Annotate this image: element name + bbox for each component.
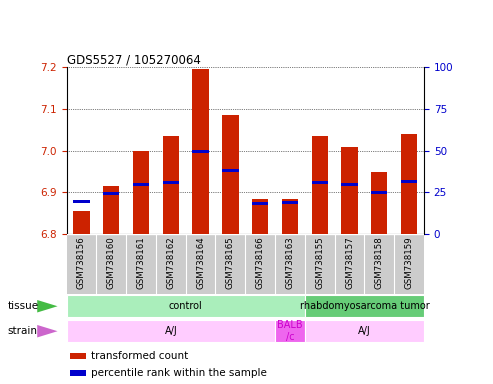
Text: tissue: tissue (7, 301, 38, 311)
Text: rhabdomyosarcoma tumor: rhabdomyosarcoma tumor (300, 301, 429, 311)
Bar (371, 191, 387, 194)
Bar (252, 199, 268, 234)
Bar (163, 181, 179, 184)
Text: GSM738155: GSM738155 (315, 236, 324, 289)
Text: GSM738166: GSM738166 (256, 236, 265, 289)
Bar (341, 147, 358, 234)
Text: GSM738158: GSM738158 (375, 236, 384, 289)
Bar (252, 202, 268, 205)
Bar (312, 136, 328, 234)
Bar (133, 183, 149, 186)
Bar (67, 320, 275, 343)
Bar (282, 201, 298, 204)
Text: GSM738160: GSM738160 (106, 236, 116, 289)
Text: transformed count: transformed count (91, 351, 188, 361)
Bar (133, 151, 149, 234)
Text: strain: strain (7, 326, 37, 336)
Text: GSM738163: GSM738163 (285, 236, 294, 289)
Text: A/J: A/J (358, 326, 371, 336)
Text: GSM738159: GSM738159 (405, 236, 414, 289)
Polygon shape (37, 325, 58, 338)
Text: GSM738156: GSM738156 (77, 236, 86, 289)
Bar (282, 199, 298, 234)
Bar (371, 172, 387, 234)
Text: A/J: A/J (165, 326, 177, 336)
Text: BALB
/c: BALB /c (277, 320, 303, 341)
Bar (312, 181, 328, 184)
Bar (163, 136, 179, 234)
Bar (305, 320, 424, 343)
Bar (401, 180, 417, 183)
Bar (192, 69, 209, 234)
Bar (305, 295, 424, 318)
Text: GSM738165: GSM738165 (226, 236, 235, 289)
Bar (401, 134, 417, 234)
Bar (73, 211, 90, 234)
Bar (70, 353, 86, 359)
Text: GSM738162: GSM738162 (166, 236, 176, 289)
Text: GDS5527 / 105270064: GDS5527 / 105270064 (67, 53, 201, 66)
Bar (275, 320, 305, 343)
Polygon shape (37, 300, 58, 313)
Text: percentile rank within the sample: percentile rank within the sample (91, 368, 267, 378)
Text: GSM738161: GSM738161 (137, 236, 145, 289)
Text: control: control (169, 301, 203, 311)
Text: GSM738164: GSM738164 (196, 236, 205, 289)
Text: GSM738157: GSM738157 (345, 236, 354, 289)
Bar (70, 370, 86, 376)
Bar (341, 183, 358, 186)
Bar (192, 150, 209, 153)
Bar (103, 192, 119, 195)
Bar (73, 200, 90, 204)
Bar (103, 186, 119, 234)
Bar (222, 115, 239, 234)
Bar (67, 295, 305, 318)
Bar (222, 169, 239, 172)
